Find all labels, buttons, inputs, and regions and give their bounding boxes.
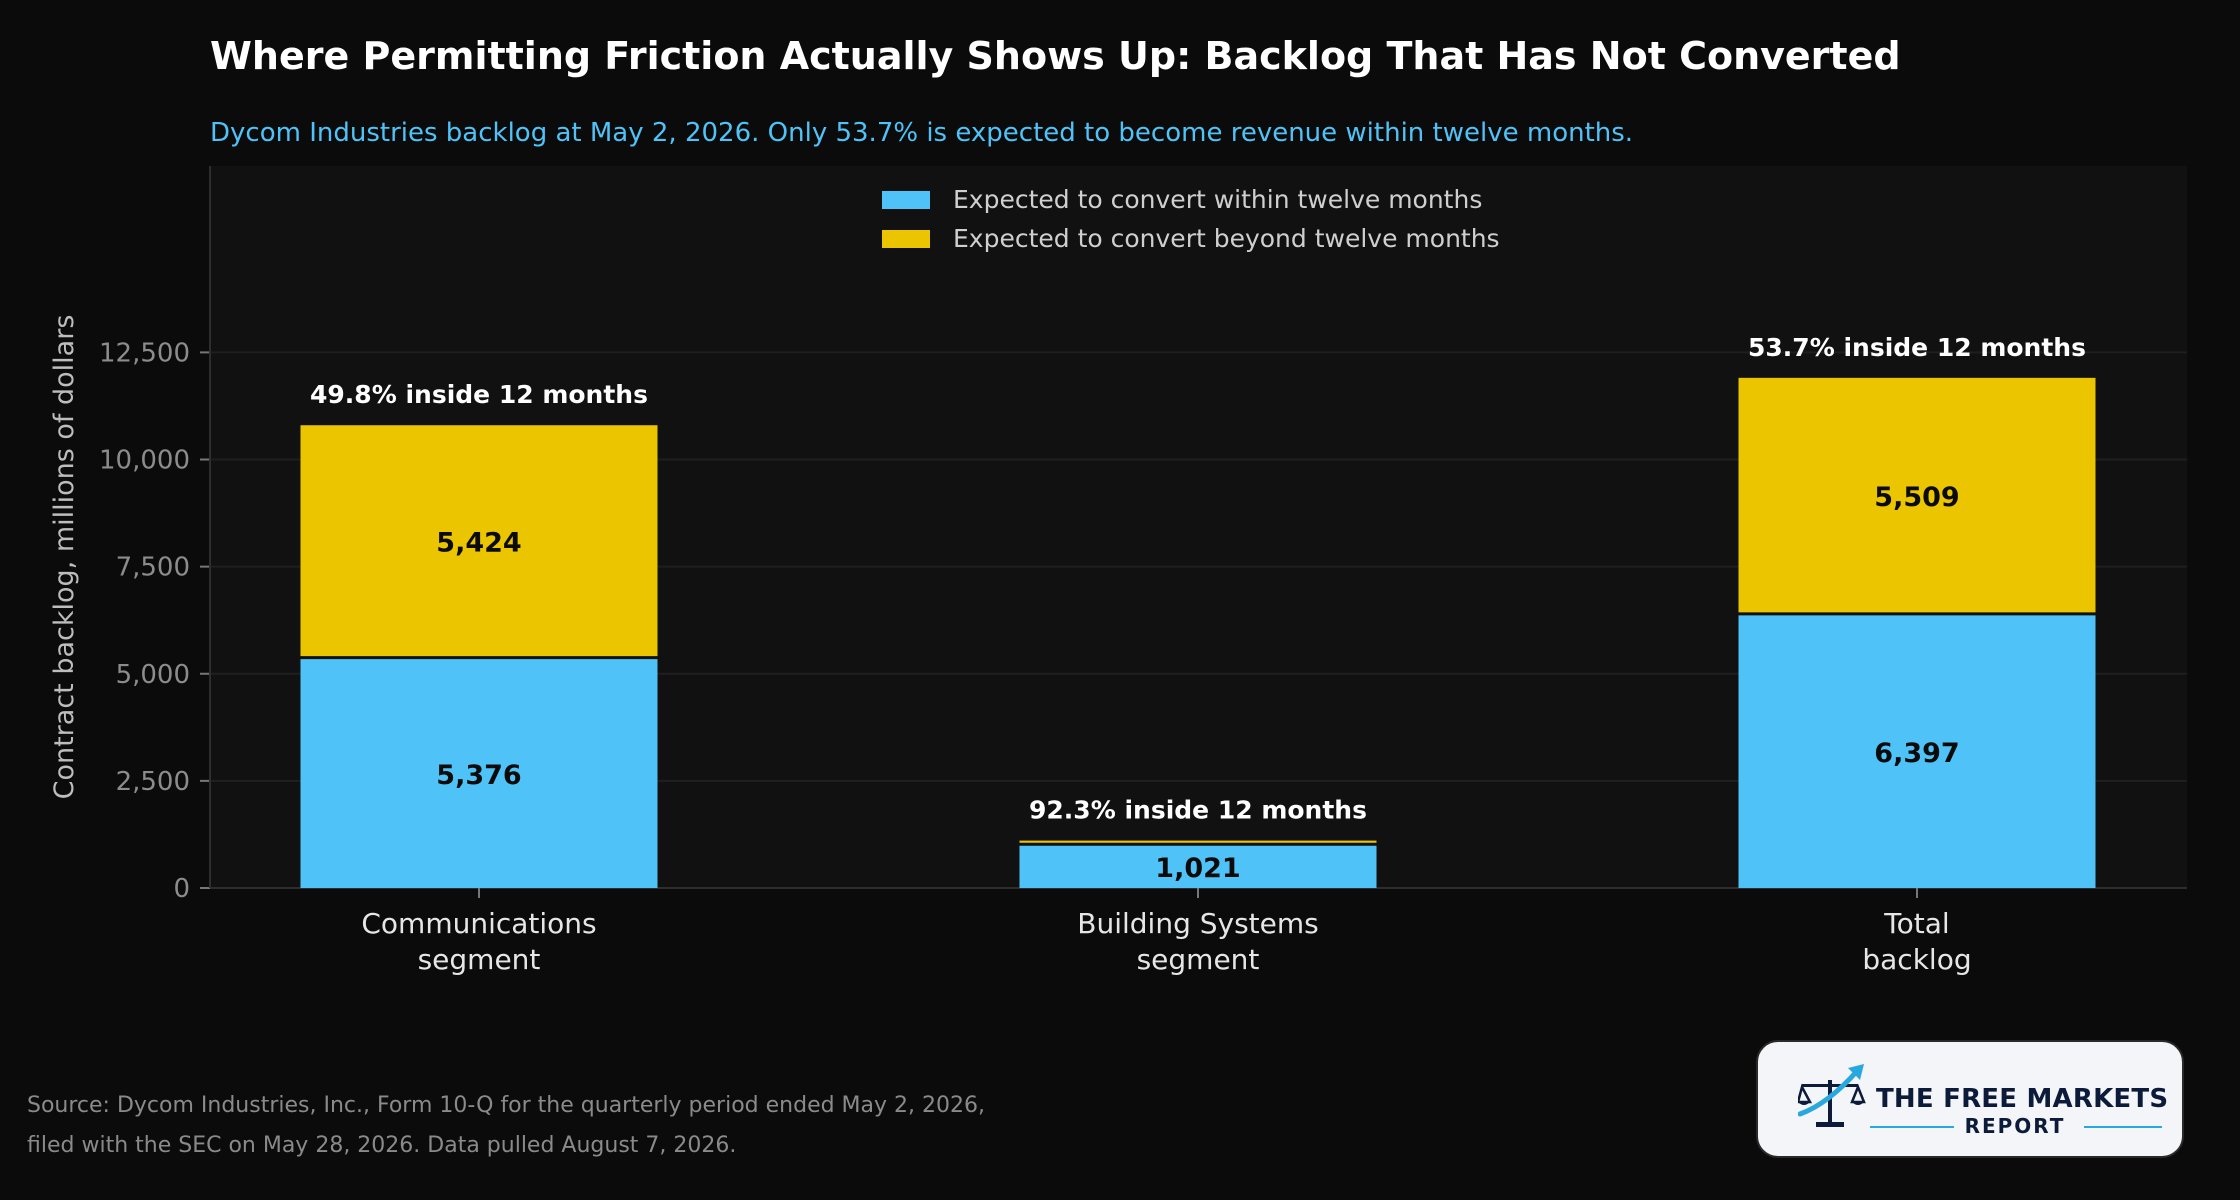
chart-subtitle: Dycom Industries backlog at May 2, 2026.…	[210, 118, 1634, 148]
y-tick-label: 7,500	[116, 553, 190, 583]
bar-beyond-12-months	[1019, 840, 1377, 845]
data-label-beyond: 5,424	[436, 527, 521, 558]
data-label-within: 5,376	[436, 760, 521, 791]
logo-text-line-2: REPORT	[1964, 1114, 2066, 1138]
x-tick-label: Communications	[361, 907, 596, 940]
data-label-within: 6,397	[1874, 738, 1959, 769]
bar-within-12-months	[1738, 613, 2096, 888]
source-line-2: filed with the SEC on May 28, 2026. Data…	[27, 1133, 737, 1158]
bar-annotation: 53.7% inside 12 months	[1748, 333, 2086, 362]
bar-within-12-months	[300, 657, 658, 888]
publisher-logo: THE FREE MARKETS REPORT	[1756, 1040, 2184, 1158]
bar-annotation: 49.8% inside 12 months	[310, 380, 648, 409]
x-tick-label: segment	[1137, 943, 1260, 976]
bar-beyond-12-months	[300, 425, 658, 658]
y-axis-label: Contract backlog, millions of dollars	[49, 315, 80, 800]
legend-swatch	[882, 230, 930, 248]
bar-annotation: 92.3% inside 12 months	[1029, 796, 1367, 825]
scales-of-justice-icon	[1798, 1064, 1866, 1127]
y-tick-label: 2,500	[116, 767, 190, 797]
x-tick-label: Building Systems	[1077, 907, 1319, 940]
y-tick-label: 0	[173, 874, 190, 904]
y-tick-label: 10,000	[99, 446, 190, 476]
chart-title: Where Permitting Friction Actually Shows…	[210, 34, 1901, 78]
legend-label: Expected to convert within twelve months	[953, 185, 1482, 214]
logo-rule-left	[1870, 1126, 1954, 1128]
data-label-within: 1,021	[1155, 853, 1240, 884]
logo-text-line-1: THE FREE MARKETS	[1876, 1084, 2169, 1114]
legend-swatch	[882, 191, 930, 209]
source-note: Source: Dycom Industries, Inc., Form 10-…	[27, 1086, 985, 1166]
x-tick-label: Total	[1883, 907, 1949, 940]
stacked-bar-chart: 0 2,500 5,000 7,500 10,000 12,500 Contract bac…	[49, 166, 2187, 976]
bar-beyond-12-months	[1738, 377, 2096, 614]
legend-label: Expected to convert beyond twelve months	[953, 224, 1500, 253]
logo-rule-right	[2084, 1126, 2162, 1128]
x-tick-label: backlog	[1862, 943, 1971, 976]
source-line-1: Source: Dycom Industries, Inc., Form 10-…	[27, 1093, 985, 1118]
bar-within-12-months	[1019, 844, 1377, 888]
y-tick-label: 5,000	[116, 660, 190, 690]
x-tick-label: segment	[418, 943, 541, 976]
y-tick-label: 12,500	[99, 338, 190, 368]
data-label-beyond: 5,509	[1874, 482, 1959, 513]
